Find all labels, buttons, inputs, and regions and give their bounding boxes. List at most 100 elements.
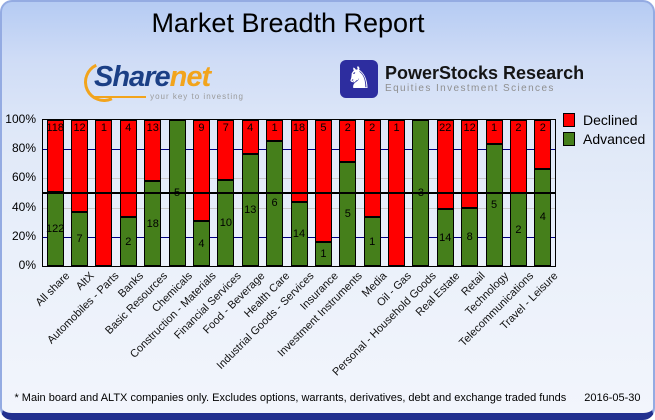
bar-value-advanced: 5 — [344, 207, 351, 220]
bar-value-declined: 2 — [515, 122, 522, 134]
legend-item: Declined — [563, 112, 645, 128]
bar-segment-declined — [290, 120, 308, 203]
report-date: 2016-05-30 — [584, 392, 641, 404]
bar-segment-advanced — [290, 202, 308, 266]
powerstocks-tagline: Equities Investment Sciences — [385, 82, 555, 94]
bar-value-declined: 9 — [198, 122, 205, 134]
y-tick-label: 20% — [11, 228, 36, 243]
bar-value-advanced: 7 — [76, 233, 83, 246]
bar-value-declined: 13 — [146, 122, 159, 134]
bar-value-declined: 118 — [46, 122, 64, 134]
footer: * Main board and ALTX companies only. Ex… — [2, 392, 653, 404]
bar-value-declined: 12 — [73, 122, 86, 134]
powerstocks-logo: ♞ PowerStocks Research Equities Investme… — [340, 60, 584, 98]
x-axis-label: All share — [33, 270, 73, 309]
sharenet-tagline-row: your key to investing — [94, 92, 244, 101]
y-tick-label: 40% — [11, 199, 36, 214]
y-axis: 100% 80% 60% 40% 20% 0% — [2, 112, 38, 272]
bar-value-declined: 2 — [369, 122, 376, 134]
bar-value-advanced: 2 — [515, 223, 522, 236]
bar-value-declined: 2 — [539, 122, 546, 134]
bar-value-advanced: 18 — [146, 217, 159, 230]
bar-segment-declined — [485, 120, 503, 145]
plot-area: 1181221271421318594710413161814512521132… — [42, 119, 556, 267]
bar-value-advanced: 13 — [244, 204, 257, 217]
bar-segment-declined — [241, 120, 259, 155]
bar-value-declined: 4 — [125, 122, 132, 134]
bar-8: 4 13 — [241, 120, 259, 266]
powerstocks-text: PowerStocks Research Equities Investment… — [385, 62, 585, 95]
bar-segment-advanced — [119, 217, 137, 266]
bar-value-advanced: 1 — [369, 235, 376, 248]
bar-7: 7 10 — [217, 120, 235, 266]
bar-1: 12 7 — [71, 120, 89, 266]
bar-0: 118 122 — [46, 120, 65, 266]
bar-segment-declined — [461, 120, 479, 208]
legend-label: Advanced — [583, 131, 646, 147]
bar-16: 22 14 — [436, 120, 454, 266]
bar-segment-declined — [266, 120, 284, 141]
powerstocks-name: PowerStocks Research — [385, 62, 585, 83]
bar-4: 13 18 — [144, 120, 162, 266]
footnote: * Main board and ALTX companies only. Ex… — [14, 392, 567, 404]
legend-label: Declined — [583, 112, 638, 128]
bar-value-advanced: 122 — [46, 222, 65, 235]
sharenet-word-share: Share — [94, 61, 171, 93]
bar-segment-advanced — [266, 140, 284, 266]
bar-segment-declined — [363, 120, 381, 218]
bar-value-declined: 1 — [100, 122, 107, 134]
bar-segment-declined — [144, 120, 162, 182]
bar-value-declined: 7 — [222, 122, 229, 134]
y-tick-label: 60% — [11, 170, 36, 185]
x-axis: All share AltX Automobiles - Parts Banks Bas… — [34, 270, 560, 380]
bar-value-declined: 4 — [247, 122, 254, 134]
bar-value-advanced: 2 — [125, 235, 132, 248]
bar-segment-advanced — [363, 217, 381, 266]
bar-value-declined: 12 — [463, 122, 476, 134]
bar-segment-advanced — [192, 221, 210, 266]
bar-segment-declined — [436, 120, 454, 210]
bar-value-declined: 5 — [320, 122, 327, 134]
bar-segment-advanced — [144, 181, 162, 266]
bar-value-advanced: 8 — [466, 230, 473, 243]
y-tick-label: 0% — [18, 258, 36, 272]
fifty-percent-line — [43, 192, 555, 194]
bar-segment-declined — [534, 120, 552, 169]
legend-swatch-declined — [563, 113, 575, 127]
bar-segment-advanced — [314, 241, 332, 266]
sharenet-wordmark: Sharenet — [94, 62, 244, 92]
chart-legend: Declined Advanced — [563, 112, 645, 150]
bar-value-advanced: 14 — [292, 228, 306, 241]
bar-segment-advanced — [71, 212, 89, 266]
bar-segment-advanced — [436, 209, 454, 266]
knight-icon: ♞ — [340, 60, 378, 98]
bar-17: 12 8 — [461, 120, 479, 266]
y-tick-label: 80% — [11, 141, 36, 156]
bar-value-declined: 1 — [271, 122, 278, 134]
bar-value-declined: 1 — [490, 122, 498, 134]
bar-segment-declined — [119, 120, 137, 218]
legend-swatch-advanced — [563, 132, 575, 146]
bar-segment-declined — [339, 120, 357, 162]
bar-segment-advanced — [217, 180, 235, 266]
bar-segment-declined — [46, 120, 64, 192]
bar-value-declined: 2 — [344, 122, 351, 134]
bar-value-advanced: 4 — [198, 237, 205, 250]
bar-segment-advanced — [241, 154, 259, 266]
bar-segment-advanced — [339, 161, 357, 266]
bar-segment-advanced — [485, 144, 503, 266]
bar-10: 18 14 — [290, 120, 308, 266]
sharenet-word-net: net — [169, 61, 211, 93]
bar-value-advanced: 1 — [320, 247, 327, 260]
bar-segment-declined — [217, 120, 235, 181]
sharenet-tagline: your key to investing — [150, 92, 244, 101]
bar-value-advanced: 4 — [539, 211, 546, 224]
bar-segment-declined — [71, 120, 89, 213]
